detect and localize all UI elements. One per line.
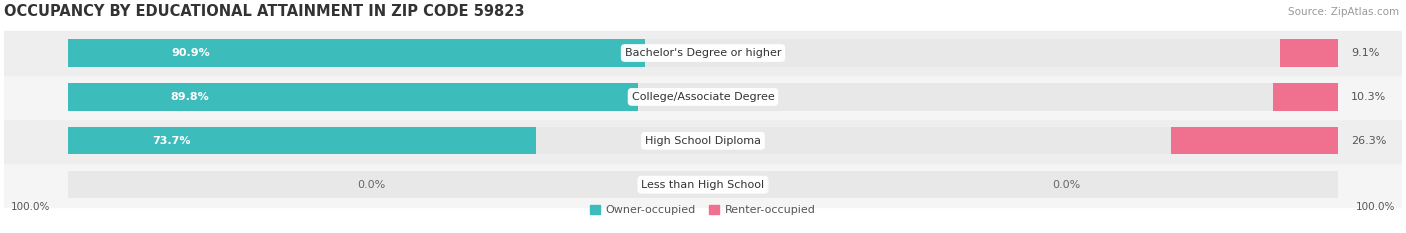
Bar (1281, 39, 1339, 67)
Text: 89.8%: 89.8% (170, 92, 209, 102)
Text: 90.9%: 90.9% (172, 48, 211, 58)
Text: 100.0%: 100.0% (1357, 202, 1396, 212)
Text: 100.0%: 100.0% (10, 202, 49, 212)
Text: Less than High School: Less than High School (641, 180, 765, 190)
Text: 9.1%: 9.1% (1351, 48, 1379, 58)
Bar (67, 83, 638, 110)
Bar (67, 39, 645, 67)
Text: 73.7%: 73.7% (152, 136, 190, 146)
Legend: Owner-occupied, Renter-occupied: Owner-occupied, Renter-occupied (591, 205, 815, 215)
Bar (4, 119, 1402, 163)
Text: OCCUPANCY BY EDUCATIONAL ATTAINMENT IN ZIP CODE 59823: OCCUPANCY BY EDUCATIONAL ATTAINMENT IN Z… (4, 4, 524, 19)
Text: High School Diploma: High School Diploma (645, 136, 761, 146)
Bar (67, 171, 1339, 198)
Bar (67, 127, 536, 154)
Text: Bachelor's Degree or higher: Bachelor's Degree or higher (624, 48, 782, 58)
Bar (67, 83, 1339, 110)
Text: 0.0%: 0.0% (357, 180, 385, 190)
Text: 0.0%: 0.0% (1053, 180, 1081, 190)
Text: College/Associate Degree: College/Associate Degree (631, 92, 775, 102)
Bar (1171, 127, 1339, 154)
Text: Source: ZipAtlas.com: Source: ZipAtlas.com (1288, 7, 1399, 17)
Bar (4, 75, 1402, 119)
Bar (4, 163, 1402, 207)
Bar (4, 31, 1402, 75)
Text: 10.3%: 10.3% (1351, 92, 1386, 102)
Text: 26.3%: 26.3% (1351, 136, 1386, 146)
Bar (67, 127, 1339, 154)
Bar (1272, 83, 1339, 110)
Bar (67, 39, 1339, 67)
